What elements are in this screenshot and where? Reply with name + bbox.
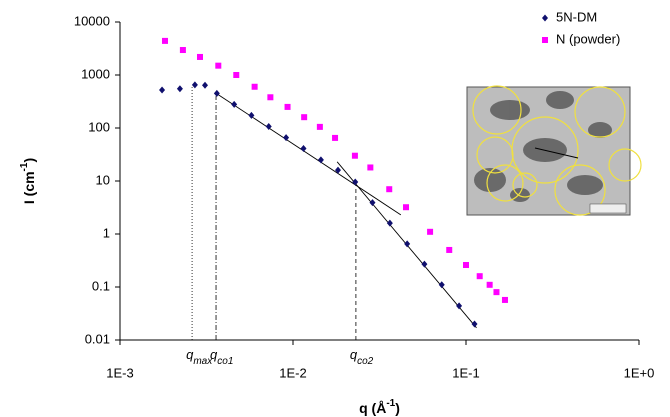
x-axis-title-part: q (Å: [359, 400, 386, 416]
y-axis-title-part: ): [21, 158, 37, 163]
legend-label: N (powder): [556, 31, 620, 46]
y-tick-label: 0.01: [85, 331, 110, 346]
data-point: [318, 156, 324, 163]
x-tick-label: 1E-1: [452, 365, 479, 380]
chart: 0.01 0.1 1 10 100 1000 10000 1E-3 1E-2 1E-1 1E+0 q …: [0, 0, 670, 417]
legend-marker: [542, 15, 548, 22]
data-point: [233, 72, 239, 78]
data-point: [202, 82, 208, 89]
y-axis-title: I (cm-1): [19, 158, 37, 204]
data-point: [404, 240, 410, 247]
data-point: [197, 54, 203, 60]
data-point: [252, 84, 258, 90]
data-point: [439, 281, 445, 288]
data-point: [367, 164, 373, 170]
data-point: [387, 220, 393, 227]
data-point: [456, 302, 462, 309]
data-point: [192, 81, 198, 88]
data-point: [472, 321, 478, 328]
data-point: [352, 153, 358, 159]
data-point: [403, 204, 409, 210]
data-point: [215, 63, 221, 69]
data-point: [369, 199, 375, 206]
x-tick-label: 1E+0: [624, 365, 655, 380]
y-tick-label: 10: [96, 172, 110, 187]
data-point: [301, 114, 307, 120]
data-point: [493, 289, 499, 295]
data-point: [427, 229, 433, 235]
data-point: [502, 297, 508, 303]
data-point: [285, 104, 291, 110]
data-point: [267, 94, 273, 100]
y-tick-label: 0.1: [92, 278, 110, 293]
data-point: [283, 134, 289, 141]
data-point: [463, 262, 469, 268]
x-tick-label: 1E-2: [279, 365, 306, 380]
data-point: [421, 261, 427, 268]
inset-scale-box: [590, 204, 626, 213]
annotation: qco1: [210, 347, 233, 367]
legend-marker: [542, 37, 548, 43]
annotation-subscript: co2: [357, 356, 374, 367]
data-point: [386, 186, 392, 192]
y-tick-label: 1000: [81, 66, 110, 81]
data-point: [177, 85, 183, 92]
x-axis-title: q (Å-1): [359, 398, 400, 416]
data-point: [180, 47, 186, 53]
data-point: [352, 178, 358, 185]
y-axis-title-part: I (cm: [21, 171, 37, 204]
data-point: [332, 135, 338, 141]
data-point: [487, 282, 493, 288]
legend-label: 5N-DM: [556, 9, 597, 24]
annotation: qco2: [350, 347, 374, 367]
inset-image: [467, 86, 641, 215]
data-point: [317, 124, 323, 130]
x-tick-label: 1E-3: [106, 365, 133, 380]
data-point: [159, 87, 165, 94]
data-point: [214, 90, 220, 97]
annotation-subscript: co1: [217, 356, 233, 367]
y-tick-label: 1: [103, 225, 110, 240]
y-tick-label: 100: [88, 119, 110, 134]
y-tick-label: 10000: [74, 13, 110, 28]
x-axis-title-part: ): [395, 400, 400, 416]
fit-line: [216, 93, 401, 214]
data-point: [477, 273, 483, 279]
data-point: [446, 247, 452, 253]
data-point: [301, 145, 307, 152]
data-point: [162, 38, 168, 44]
